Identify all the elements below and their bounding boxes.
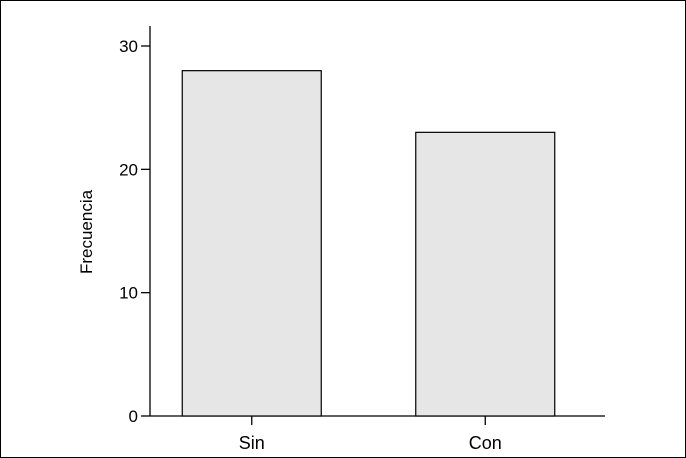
bar-con [415,131,556,417]
y-tick-label: 20 [119,160,138,179]
x-tick-label: Con [469,433,502,453]
y-tick-label: 10 [119,284,138,303]
bars [181,70,556,417]
y-tick-label: 30 [119,37,138,56]
y-axis-label: Frecuencia [77,189,96,274]
x-tick-label: Sin [239,433,265,453]
bar-sin [181,70,322,417]
y-tick-label: 0 [129,407,138,426]
